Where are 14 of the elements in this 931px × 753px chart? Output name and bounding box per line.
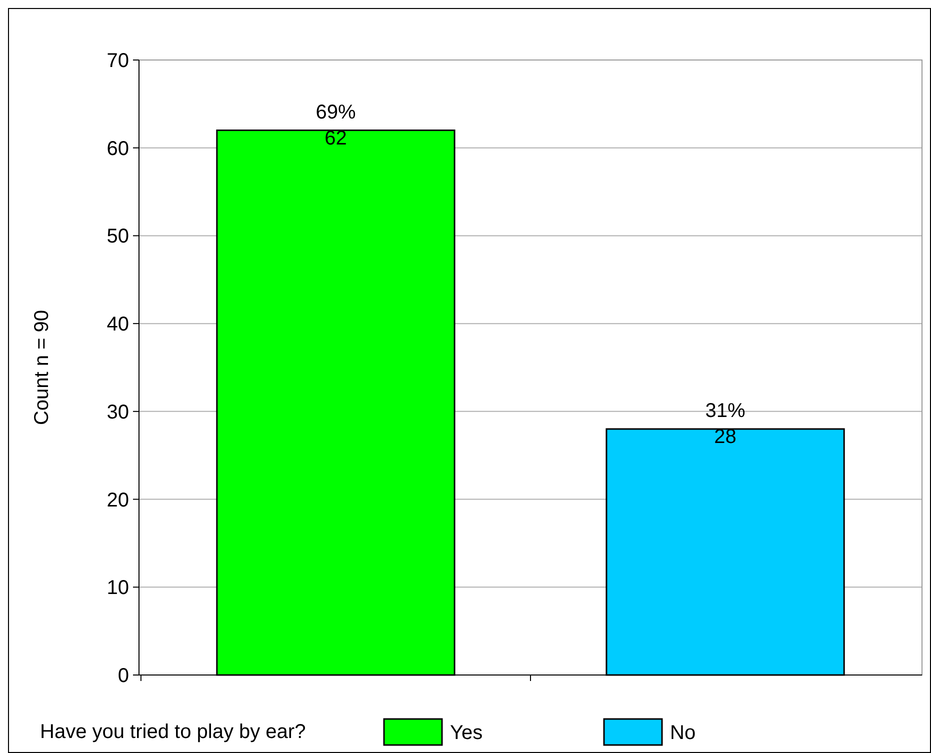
y-tick-label: 40 [106,314,129,336]
y-tick-label: 20 [106,489,129,512]
y-tick-label: 50 [106,226,129,248]
legend-label: Yes [450,722,483,744]
y-tick-label: 0 [118,665,129,687]
y-tick-label: 30 [106,401,129,424]
legend-title: Have you tried to play by ear? [40,721,306,743]
y-axis-title: Count n = 90 [31,310,53,426]
data-label: 69% 62 [316,101,356,150]
y-tick-label: 70 [106,50,129,72]
data-label: 31% 28 [705,400,746,448]
legend-label: No [670,722,696,744]
y-tick-label: 60 [106,138,129,160]
y-tick-label: 10 [106,577,129,600]
